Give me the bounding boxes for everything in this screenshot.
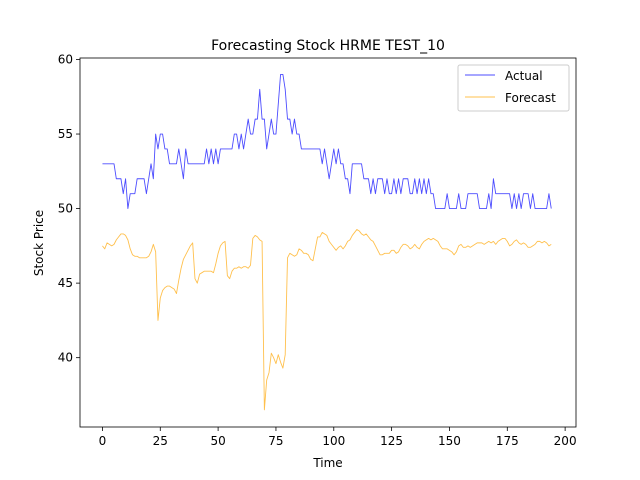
x-tick-label: 0 xyxy=(99,434,107,448)
x-tick-label: 150 xyxy=(438,434,461,448)
x-tick-label: 125 xyxy=(380,434,403,448)
y-tick-label: 50 xyxy=(58,202,73,216)
chart-title: Forecasting Stock HRME TEST_10 xyxy=(211,38,445,54)
x-tick-label: 50 xyxy=(210,434,225,448)
y-tick-label: 60 xyxy=(58,52,73,66)
x-tick-label: 100 xyxy=(322,434,345,448)
y-axis-label: Stock Price xyxy=(32,210,46,276)
ticks-layer: 0 25 50 75 100 125 150 175 200 40 45 50 55 60 xyxy=(58,52,577,448)
plot-frame xyxy=(79,57,577,428)
y-tick-label: 55 xyxy=(58,127,73,141)
legend: Actual Forecast xyxy=(457,64,570,112)
series-line-forecast xyxy=(102,229,552,411)
series-line-actual xyxy=(102,73,552,210)
x-axis-label: Time xyxy=(312,456,342,470)
legend-box xyxy=(457,64,570,112)
x-tick-label: 200 xyxy=(554,434,577,448)
series-layer xyxy=(102,73,552,411)
legend-label-actual: Actual xyxy=(505,69,543,83)
x-tick-label: 75 xyxy=(268,434,283,448)
y-tick-label: 40 xyxy=(58,351,73,365)
y-tick-label: 45 xyxy=(58,276,73,290)
x-tick-label: 175 xyxy=(496,434,519,448)
legend-label-forecast: Forecast xyxy=(505,91,556,105)
x-tick-label: 25 xyxy=(153,434,168,448)
